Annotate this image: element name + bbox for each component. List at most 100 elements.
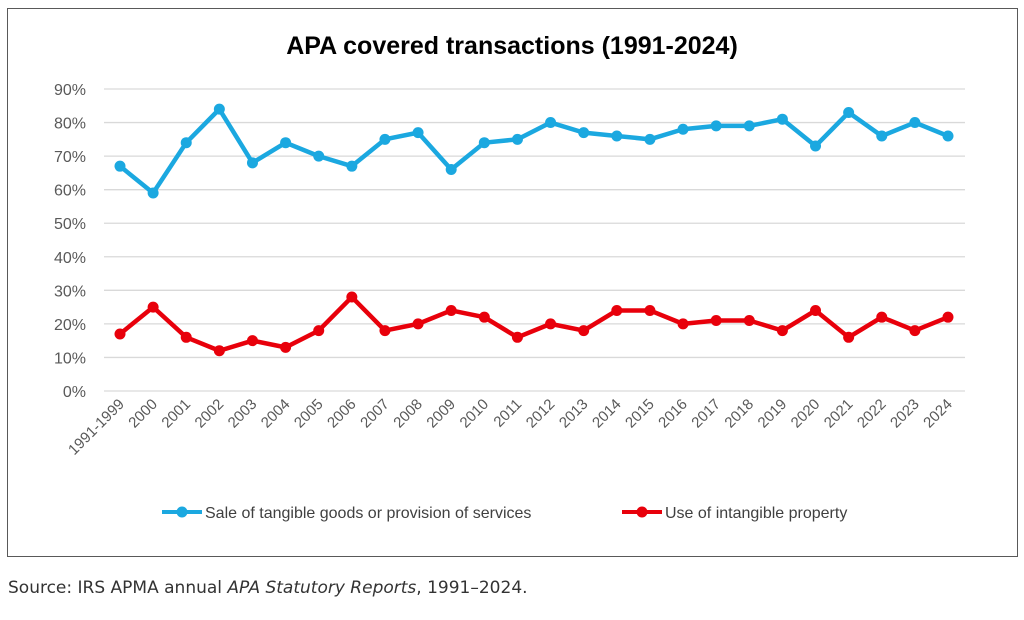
data-point [478,137,490,149]
x-tick-label: 2001 [158,396,194,432]
legend-label-intangible: Use of intangible property [665,505,847,522]
data-point [180,137,192,149]
data-point [776,325,788,337]
data-point [810,140,822,152]
data-point [246,335,258,347]
x-tick-label: 2000 [125,396,161,432]
data-point [611,304,623,316]
series-layer [114,103,954,357]
data-point [313,150,325,162]
y-axis: 0% 10% 20% 30% 40% 50% 60% 70% 80% 90% [54,82,86,401]
data-point [942,311,954,323]
data-point [180,331,192,343]
data-point [644,133,656,145]
x-tick-label: 2004 [258,396,294,432]
series-line [117,294,951,353]
data-point [545,318,557,330]
data-point [644,304,656,316]
x-tick-label: 2003 [225,396,261,432]
source-note: Source: IRS APMA annual APA Statutory Re… [8,578,528,598]
y-tick-label: 50% [54,216,86,233]
y-tick-label: 30% [54,283,86,300]
data-point [578,127,590,139]
series-intangible [114,291,954,357]
data-point [743,315,755,327]
x-tick-label: 2016 [655,396,691,432]
data-point [843,331,855,343]
data-point [843,106,855,118]
x-tick-label: 2009 [423,396,459,432]
data-point [677,123,689,135]
y-tick-label: 40% [54,250,86,267]
chart-frame [7,8,1018,557]
data-point [511,133,523,145]
y-tick-label: 10% [54,350,86,367]
data-point [114,160,126,172]
legend: Sale of tangible goods or provision of s… [162,505,847,522]
data-point [213,103,225,115]
source-suffix: , 1991–2024. [416,578,528,598]
data-point [445,304,457,316]
line-chart: APA covered transactions (1991-2024) 0%1… [54,32,965,522]
x-axis: 1991-19992000200120022003200420052006200… [65,396,956,459]
data-point [611,130,623,142]
x-tick-label: 1991-1999 [65,396,128,459]
x-tick-label: 2006 [324,396,360,432]
x-tick-label: 2014 [589,396,625,432]
data-point [909,325,921,337]
legend-marker-tangible [176,506,188,518]
data-point [478,311,490,323]
data-point [346,160,358,172]
data-point [280,137,292,149]
source-prefix: Source: IRS APMA annual [8,578,228,598]
x-tick-label: 2021 [821,396,857,432]
y-tick-label: 80% [54,116,86,133]
data-point [445,164,457,176]
y-tick-label: 90% [54,82,86,99]
legend-item-intangible: Use of intangible property [622,505,847,522]
data-point [280,341,292,353]
x-tick-label: 2013 [556,396,592,432]
x-tick-label: 2023 [887,396,923,432]
data-point [412,127,424,139]
legend-label-tangible: Sale of tangible goods or provision of s… [205,505,531,522]
data-point [876,311,888,323]
data-point [710,315,722,327]
chart-title: APA covered transactions (1991-2024) [286,32,738,60]
x-tick-label: 2019 [755,396,791,432]
data-point [710,120,722,132]
x-tick-label: 2017 [688,396,724,432]
data-point [942,130,954,142]
y-tick-label: 0% [63,384,86,401]
data-point [810,304,822,316]
source-report-title: APA Statutory Reports [227,578,417,598]
x-tick-label: 2007 [357,396,393,432]
y-tick-label: 70% [54,149,86,166]
x-tick-label: 2010 [457,396,493,432]
data-point [313,325,325,337]
data-point [147,301,159,313]
data-point [545,117,557,129]
legend-item-tangible: Sale of tangible goods or provision of s… [162,505,531,522]
data-point [114,328,126,340]
series-line [117,106,951,196]
data-point [346,291,358,303]
x-tick-label: 2020 [788,396,824,432]
data-point [511,331,523,343]
data-point [578,325,590,337]
data-point [743,120,755,132]
x-tick-label: 2012 [523,396,559,432]
x-tick-label: 2011 [490,396,525,431]
x-tick-label: 2002 [192,396,228,432]
y-tick-label: 20% [54,317,86,334]
data-point [776,113,788,125]
data-point [909,117,921,129]
x-tick-label: 2022 [854,396,890,432]
series-tangible [114,103,954,199]
x-tick-label: 2024 [920,396,956,432]
data-point [213,345,225,357]
data-point [246,157,258,169]
x-tick-label: 2015 [622,396,658,432]
data-point [147,187,159,199]
x-tick-label: 2005 [291,396,327,432]
